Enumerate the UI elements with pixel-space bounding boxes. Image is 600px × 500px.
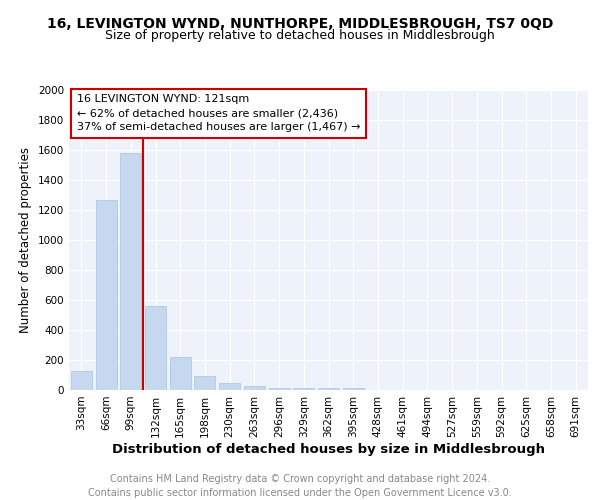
- Bar: [120, 153, 141, 390]
- Bar: [145, 306, 166, 390]
- Bar: [95, 200, 116, 390]
- Text: Contains HM Land Registry data © Crown copyright and database right 2024.
Contai: Contains HM Land Registry data © Crown c…: [88, 474, 512, 498]
- Bar: [170, 357, 191, 390]
- Bar: [343, 388, 364, 390]
- Text: 16, LEVINGTON WYND, NUNTHORPE, MIDDLESBROUGH, TS7 0QD: 16, LEVINGTON WYND, NUNTHORPE, MIDDLESBR…: [47, 18, 553, 32]
- Bar: [269, 388, 290, 390]
- Bar: [219, 382, 240, 390]
- Bar: [244, 386, 265, 390]
- X-axis label: Distribution of detached houses by size in Middlesbrough: Distribution of detached houses by size …: [112, 442, 545, 456]
- Bar: [293, 388, 314, 390]
- Bar: [194, 376, 215, 390]
- Bar: [318, 388, 339, 390]
- Text: Size of property relative to detached houses in Middlesbrough: Size of property relative to detached ho…: [105, 29, 495, 42]
- Y-axis label: Number of detached properties: Number of detached properties: [19, 147, 32, 333]
- Text: 16 LEVINGTON WYND: 121sqm
← 62% of detached houses are smaller (2,436)
37% of se: 16 LEVINGTON WYND: 121sqm ← 62% of detac…: [77, 94, 360, 132]
- Bar: [71, 370, 92, 390]
